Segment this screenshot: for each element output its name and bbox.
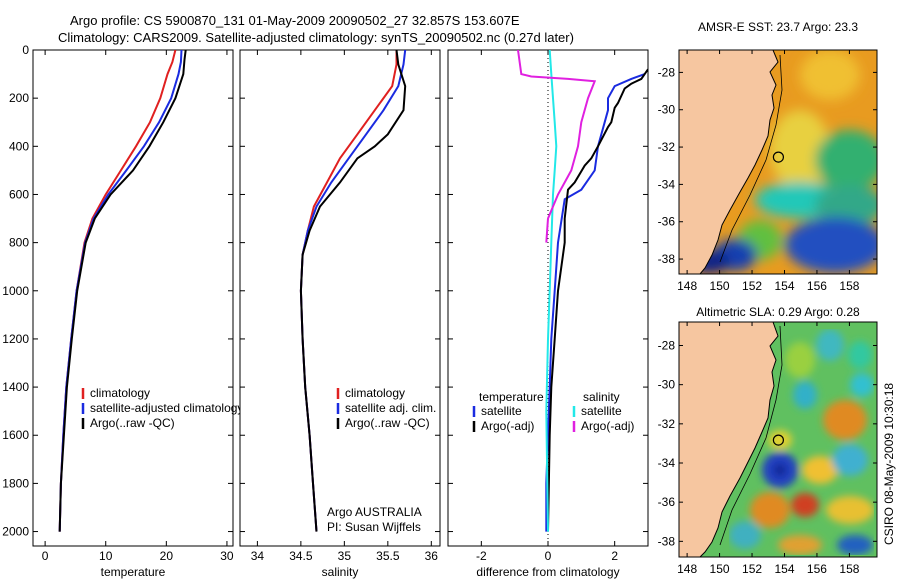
- depth-tick-label: 1600: [2, 428, 29, 442]
- sla-lat-tick-label: -38: [658, 534, 676, 548]
- sst-axis-ticks: 148 150 152 154 156 158 -28 -30 -32 -34 -36 -38: [658, 50, 877, 293]
- temp-xtick-label: 20: [160, 549, 174, 563]
- depth-tick-label: 1400: [2, 380, 29, 394]
- sal-series-black: [299, 50, 407, 532]
- sla-float-marker: [772, 434, 785, 446]
- sla-color-blobs: [729, 329, 874, 555]
- depth-tick-label: 1000: [2, 284, 29, 298]
- sst-lon-tick-label: 150: [710, 279, 730, 293]
- sal-legend-label: Argo(..raw -QC): [345, 416, 430, 430]
- sal-xtick-label: 36: [425, 549, 439, 563]
- sst-lat-tick-label: -32: [658, 140, 676, 154]
- temp-xlabel: temperature: [101, 565, 166, 579]
- sla-lon-tick-label: 148: [677, 562, 697, 576]
- diff-series-blue: [545, 73, 646, 532]
- legend-temp-label: Argo(-adj): [481, 419, 534, 433]
- sal-plot-frame: [239, 49, 441, 547]
- sal-xlabel: salinity: [322, 565, 359, 579]
- diff-series-cyan: [545, 50, 558, 532]
- sst-map-frame: [678, 49, 878, 275]
- sst-lon-tick-label: 156: [807, 279, 827, 293]
- sst-map-title: AMSR-E SST: 23.7 Argo: 23.3: [698, 20, 858, 34]
- sst-shelf-line: [719, 54, 783, 263]
- depth-tick-label: 1200: [2, 332, 29, 346]
- legend-sal-label: Argo(-adj): [581, 419, 634, 433]
- sla-lon-tick-label: 154: [774, 562, 794, 576]
- sst-map-panel: AMSR-E SST: 23.7 Argo: 23.3 148 150 152 154…: [658, 20, 878, 293]
- temperature-panel: 0 10 20 30 temperature 0 200 400 600 800 1000 1200 1…: [2, 43, 243, 579]
- sst-lon-tick-label: 154: [774, 279, 794, 293]
- depth-tick-label: 800: [9, 236, 29, 250]
- sla-lat-tick-label: -30: [658, 378, 676, 392]
- temp-plot-frame: [32, 49, 234, 547]
- depth-tick-label: 600: [9, 187, 29, 201]
- sal-xtick-label: 34.5: [289, 549, 313, 563]
- figure-title-line1: Argo profile: CS 5900870_131 01-May-2009…: [70, 13, 520, 28]
- sla-lat-tick-label: -36: [658, 495, 676, 509]
- sla-lon-tick-label: 158: [839, 562, 859, 576]
- diff-xtick-label: -2: [476, 549, 487, 563]
- sal-legend-label: climatology: [345, 386, 405, 400]
- diff-xlabel: difference from climatology: [476, 565, 619, 579]
- temp-xtick-label: 0: [42, 549, 49, 563]
- depth-tick-label: 1800: [2, 476, 29, 490]
- sst-lon-tick-label: 152: [742, 279, 762, 293]
- sal-xtick-label: 34: [251, 549, 265, 563]
- diff-series-group: [517, 50, 648, 532]
- sla-lat-tick-label: -34: [658, 456, 676, 470]
- depth-tick-label: 0: [22, 43, 29, 57]
- diff-series-black: [547, 68, 648, 532]
- sal-series-group: [299, 50, 407, 532]
- sal-legend-label: satellite adj. clim.: [345, 401, 436, 415]
- sst-lat-tick-label: -30: [658, 103, 676, 117]
- sst-lat-tick-label: -38: [658, 252, 676, 266]
- temp-legend-label: Argo(..raw -QC): [90, 416, 175, 430]
- sla-map-title: Altimetric SLA: 0.29 Argo: 0.28: [696, 305, 860, 319]
- salinity-panel: 34 34.5 35 35.5 36 salinity climatologysatelli…: [239, 49, 441, 579]
- depth-tick-label: 200: [9, 91, 29, 105]
- sst-lon-tick-label: 158: [839, 279, 859, 293]
- temp-series-group: [58, 50, 187, 532]
- temp-legend-label: climatology: [90, 386, 150, 400]
- difference-panel: -2 0 2 difference from climatology temperatu…: [447, 49, 649, 579]
- temp-series-black: [58, 50, 187, 532]
- sst-float-marker: [772, 151, 785, 163]
- temp-xtick-label: 10: [99, 549, 113, 563]
- legend-temp-label: satellite: [481, 404, 522, 418]
- legend-sal-label: satellite: [581, 404, 622, 418]
- footer-timestamp: CSIRO 08-May-2009 10:30:18: [882, 383, 896, 545]
- diff-xtick-label: 2: [611, 549, 618, 563]
- figure-title-line2: Climatology: CARS2009. Satellite-adjuste…: [58, 30, 574, 45]
- argo-pi-label: PI: Susan Wijffels: [327, 520, 421, 534]
- sst-land: [679, 50, 779, 274]
- sst-lat-tick-label: -36: [658, 215, 676, 229]
- argo-program-label: Argo AUSTRALIA: [327, 505, 422, 519]
- sla-land: [679, 322, 779, 557]
- sla-map-frame: [678, 321, 878, 558]
- sla-lat-tick-label: -32: [658, 417, 676, 431]
- sst-lat-tick-label: -28: [658, 65, 676, 79]
- depth-tick-label: 400: [9, 139, 29, 153]
- sst-lon-tick-label: 148: [677, 279, 697, 293]
- sla-lon-tick-label: 156: [807, 562, 827, 576]
- depth-tick-label: 2000: [2, 525, 29, 539]
- temp-xtick-label: 30: [220, 549, 234, 563]
- sst-lat-tick-label: -34: [658, 177, 676, 191]
- sla-lat-tick-label: -28: [658, 339, 676, 353]
- sal-xtick-label: 35.5: [376, 549, 400, 563]
- temp-legend-label: satellite-adjusted climatology: [90, 401, 243, 415]
- sal-xtick-label: 35: [338, 549, 352, 563]
- sla-shelf-line: [719, 325, 783, 546]
- diff-series-magenta: [517, 50, 597, 243]
- legend-salinity-title: salinity: [583, 390, 620, 404]
- sla-lon-tick-label: 150: [710, 562, 730, 576]
- diff-xtick-label: 0: [545, 549, 552, 563]
- sla-lon-tick-label: 152: [742, 562, 762, 576]
- sla-axis-ticks: 148 150 152 154 156 158 -28 -30 -32 -34 -36 -38: [658, 322, 877, 576]
- sla-map-panel: Altimetric SLA: 0.29 Argo: 0.28: [658, 305, 878, 576]
- legend-temperature-title: temperature: [479, 390, 544, 404]
